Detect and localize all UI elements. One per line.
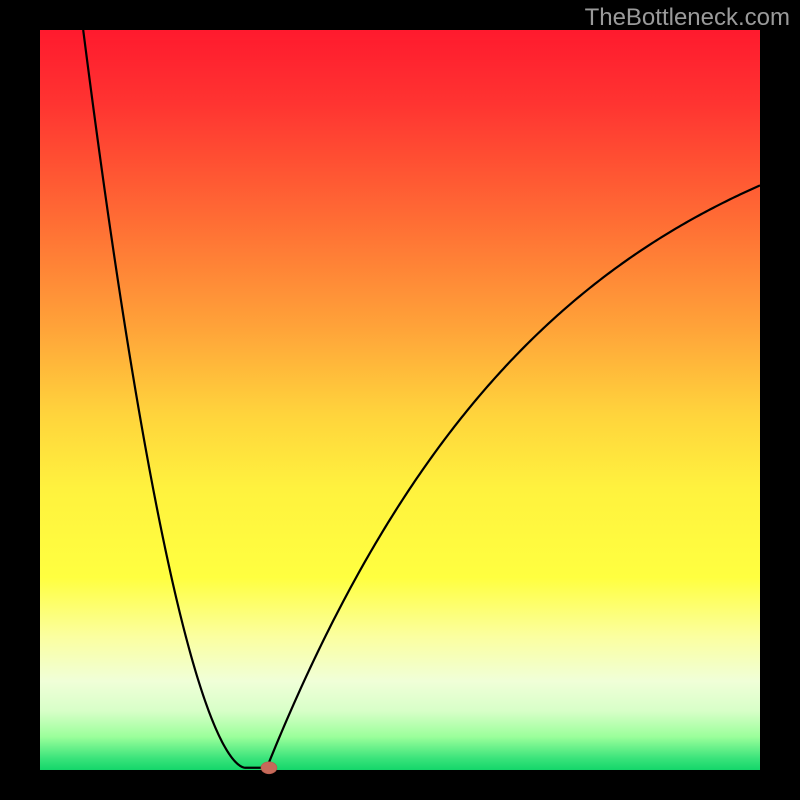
bottleneck-chart bbox=[0, 0, 800, 800]
chart-container: { "watermark": { "text": "TheBottleneck.… bbox=[0, 0, 800, 800]
optimum-marker bbox=[261, 762, 277, 774]
watermark-text: TheBottleneck.com bbox=[585, 4, 790, 32]
plot-background bbox=[40, 30, 760, 770]
